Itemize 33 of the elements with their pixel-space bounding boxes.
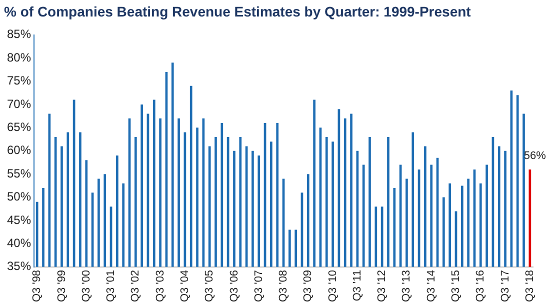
x-tick-label: Q3 '15 — [450, 270, 462, 302]
x-tick-label: Q3 '08 — [278, 270, 290, 302]
y-tick-label: 50% — [6, 190, 32, 204]
x-tick-label: Q3 '17 — [499, 270, 512, 302]
x-tick-label: Q3 '10 — [326, 270, 339, 302]
y-tick-label: 60% — [6, 143, 32, 158]
x-tick-label: Q3 '99 — [56, 270, 68, 302]
y-tick-label: 35% — [6, 259, 32, 274]
x-tick-label: Q3 '12 — [376, 270, 388, 302]
y-tick-label: 40% — [6, 236, 32, 250]
x-tick-label: Q3 '18 — [524, 270, 536, 302]
x-tick-label: Q3 '98 — [31, 270, 44, 302]
x-tick-label: Q3 '06 — [228, 270, 240, 302]
x-tick-label: Q3 '07 — [252, 270, 265, 302]
x-tick-label: Q3 '04 — [178, 270, 191, 302]
x-tick-label: Q3 '14 — [425, 270, 438, 302]
y-tick-label: 45% — [6, 212, 32, 227]
x-tick-label: Q3 '03 — [154, 270, 166, 302]
x-tick-label: Q3 '09 — [302, 270, 314, 302]
x-tick-label: Q3 '00 — [80, 270, 92, 302]
y-tick-label: 80% — [6, 50, 32, 64]
x-tick-label: Q3 '16 — [474, 270, 487, 302]
y-tick-label: 55% — [6, 166, 32, 180]
x-tick-label: Q3 '05 — [204, 270, 216, 302]
y-tick-label: 85% — [6, 27, 32, 42]
x-tick-label: Q3 '01 — [105, 270, 118, 302]
y-tick-label: 75% — [6, 74, 32, 88]
x-tick-label: Q3 '11 — [351, 270, 364, 302]
y-tick-label: 65% — [6, 120, 32, 134]
chart-title: % of Companies Beating Revenue Estimates by Quarter: 1999-Present — [4, 3, 472, 20]
x-tick-label: Q3 '13 — [400, 270, 413, 302]
x-tick-label: Q3 '02 — [130, 270, 142, 302]
y-tick-label: 70% — [6, 96, 32, 111]
